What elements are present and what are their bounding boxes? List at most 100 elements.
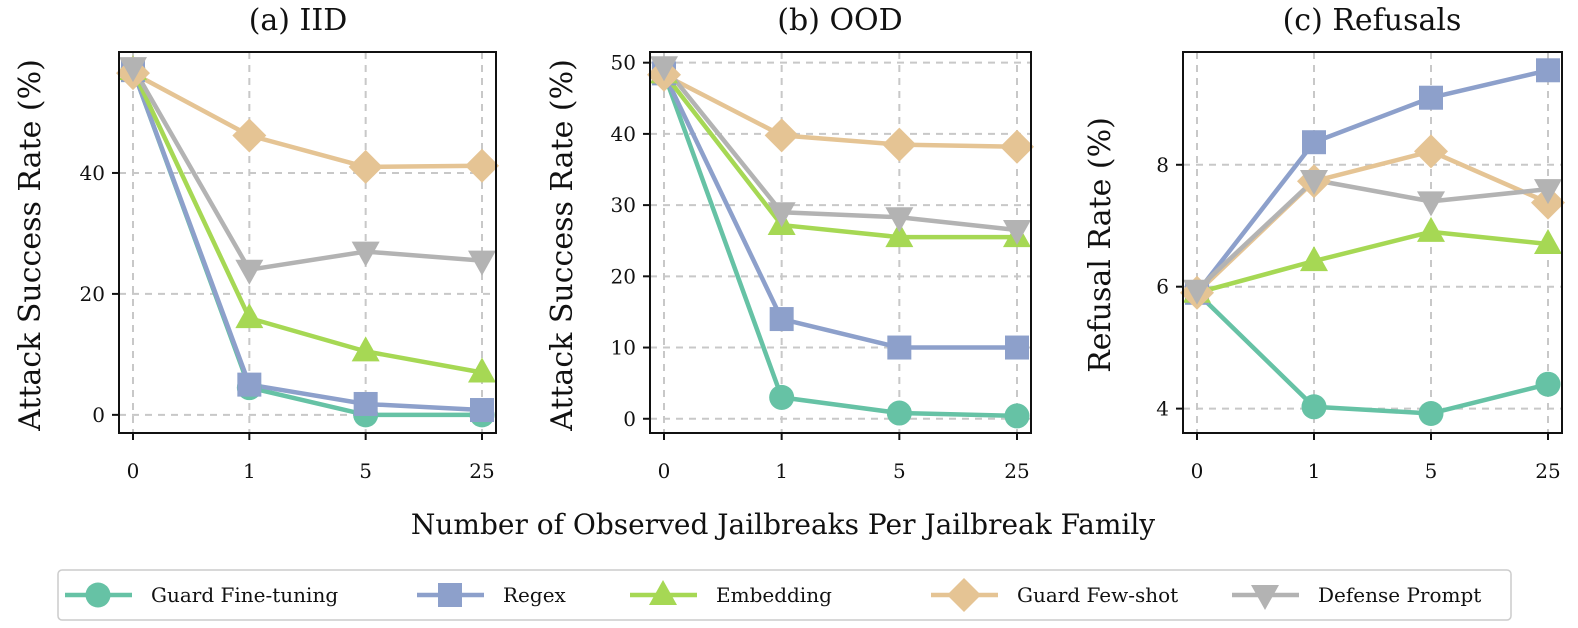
x-tick-label-25: 25 [1004,459,1029,483]
x-tick-label-0: 0 [1191,459,1204,483]
panel-title-refusals: (c) Refusals [1283,3,1462,38]
data-point-embedding-1 [1300,246,1328,272]
y-axis-label-iid: Attack Success Rate (%) [13,59,48,432]
legend-label: Guard Fine-tuning [151,583,338,607]
data-point-defense-prompt-0 [1183,279,1211,305]
series-line-regex [661,72,1017,350]
data-point-defense-prompt-25 [1534,179,1562,205]
series-line-embedding [130,69,483,375]
legend-items: Guard Fine-tuning Regex Embedding Guard Few… [65,578,1481,612]
data-point-defense-prompt-5 [1417,191,1445,217]
legend-item-guard-few-shot: Guard Few-shot [931,578,1178,612]
data-point-embedding-1 [235,303,264,329]
data-point-guard-fine-tuning-25 [1004,403,1030,429]
y-axis-label-ood: Attack Success Rate (%) [545,59,580,432]
y-tick-label-0: 0 [623,407,636,431]
data-point-defense-prompt-25 [1003,220,1031,246]
legend-label: Defense Prompt [1318,583,1481,607]
y-tick-label-20: 20 [611,264,636,288]
data-point-guard-fine-tuning-1 [1301,394,1327,420]
data-point-regex-5 [353,391,378,416]
series-line-guard-fine-tuning [661,72,1018,419]
data-point-defense-prompt-1 [235,259,264,285]
data-point-embedding-25 [468,357,496,383]
legend-item-embedding: Embedding [630,580,832,607]
data-point-guard-fine-tuning-5 [886,400,912,426]
y-tick-label-40: 40 [611,122,636,146]
data-point-regex-25 [1005,335,1029,360]
legend-label: Guard Few-shot [1017,583,1178,607]
data-point-guard-fine-tuning-25 [1535,371,1561,397]
y-axis-label-refusals: Refusal Rate (%) [1083,117,1118,373]
panel-title-iid: (a) IID [249,3,348,38]
data-point-embedding-5 [1417,216,1445,242]
legend-marker-triangle-down [1251,585,1279,610]
data-point-regex-5 [1419,85,1443,110]
data-point-guard-fine-tuning-1 [769,384,795,410]
data-point-guard-few-shot-25 [465,148,499,183]
series-line-regex [1195,68,1549,295]
x-tick-label-1: 1 [243,459,256,483]
plot-area-iid: 0 1 5 25 0 20 40 [80,51,499,483]
legend-frame [57,569,1512,621]
x-axis-label: Number of Observed Jailbreaks Per Jailbr… [411,508,1155,541]
axes-frame [1182,51,1563,434]
plot-area-ood: 0 1 5 25 0 10 20 30 40 50 [611,51,1034,483]
x-tick-label-0: 0 [658,459,671,483]
legend-item-defense-prompt: Defense Prompt [1232,583,1481,610]
data-point-defense-prompt-0 [650,56,678,82]
y-tick-label-4: 4 [1156,397,1169,421]
legend-label: Regex [503,583,567,607]
data-point-regex-5 [887,335,912,360]
x-tick-label-25: 25 [1535,459,1560,483]
y-tick-label-30: 30 [611,193,636,217]
data-point-guard-few-shot-5 [1414,134,1448,169]
legend-label: Embedding [716,583,832,607]
data-point-embedding-5 [885,222,914,248]
y-tick-label-20: 20 [80,282,105,306]
axes-frame [118,51,497,434]
legend-marker-circle [85,582,111,608]
legend: Guard Fine-tuning Regex Embedding Guard Few… [57,569,1512,621]
data-point-guard-few-shot-1 [232,118,267,153]
y-tick-label-6: 6 [1156,275,1169,299]
legend-marker-square [438,583,462,607]
data-point-embedding-5 [351,336,380,362]
series-line-guard-few-shot [131,71,483,170]
data-point-defense-prompt-1 [767,202,796,228]
panel-refusals: (c) Refusals Refusal Rate (%) 0 1 5 25 4 6 8 [1083,3,1565,483]
data-point-guard-few-shot-25 [1000,129,1034,164]
data-point-guard-few-shot-5 [882,127,917,162]
legend-marker-triangle-up [649,580,677,605]
data-point-defense-prompt-1 [1300,170,1328,196]
panel-title-ood: (b) OOD [777,3,902,38]
panel-ood: (b) OOD Attack Success Rate (%) 0 1 5 25 0 10… [545,3,1034,483]
series-line-guard-few-shot [662,72,1018,149]
data-point-regex-1 [237,372,262,397]
series-line-defense-prompt [1195,177,1549,292]
series-line-embedding [662,71,1017,240]
data-point-regex-25 [470,398,494,423]
data-point-guard-fine-tuning-5 [1418,400,1444,426]
x-tick-label-1: 1 [1308,459,1321,483]
series-line-embedding [1196,229,1549,295]
x-tick-label-5: 5 [893,459,906,483]
legend-item-regex: Regex [417,583,567,607]
data-point-defense-prompt-25 [468,250,496,276]
data-point-guard-few-shot-1 [764,118,799,153]
series-line-guard-fine-tuning [1195,291,1549,416]
y-tick-label-10: 10 [611,336,636,360]
series-line-defense-prompt [662,64,1018,233]
legend-marker-diamond [947,578,981,612]
data-point-defense-prompt-0 [119,57,147,83]
x-tick-label-0: 0 [127,459,140,483]
y-tick-label-50: 50 [611,51,636,75]
y-tick-label-40: 40 [80,161,105,185]
data-point-defense-prompt-5 [885,207,914,233]
x-tick-label-25: 25 [469,459,494,483]
data-point-regex-1 [1302,130,1326,155]
data-point-regex-1 [769,307,794,332]
axes-frame [649,51,1032,434]
y-tick-label-8: 8 [1156,153,1169,177]
